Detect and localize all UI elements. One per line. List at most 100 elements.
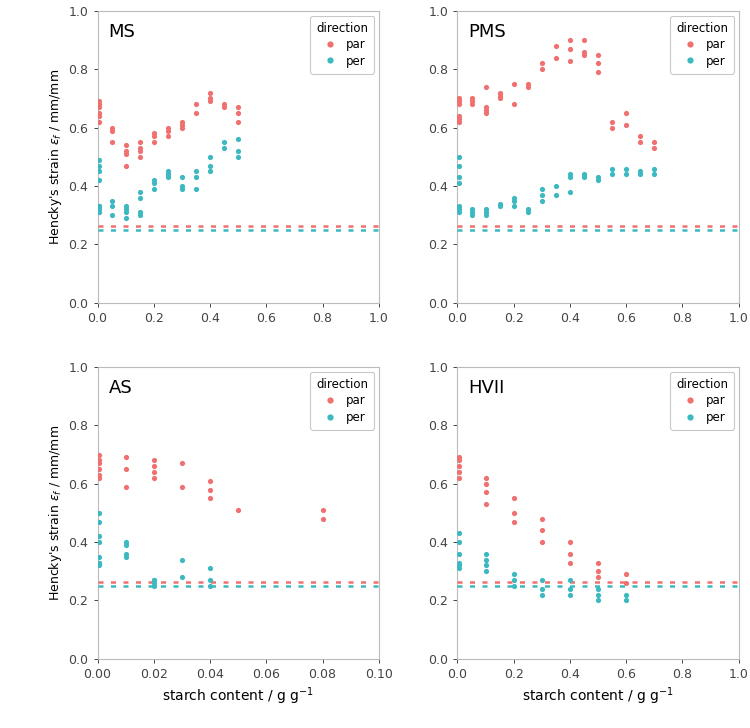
Point: [106, 124, 118, 136]
Point: [479, 499, 491, 510]
Point: [232, 151, 244, 162]
Point: [508, 516, 520, 528]
Point: [93, 557, 105, 569]
Point: [453, 454, 465, 466]
Point: [453, 95, 465, 107]
Point: [508, 201, 520, 213]
Point: [592, 595, 604, 606]
Point: [508, 98, 520, 110]
Point: [620, 589, 632, 601]
Point: [453, 557, 465, 569]
Point: [204, 574, 216, 586]
Y-axis label: Hencky's strain $\epsilon_f$ / mm/mm: Hencky's strain $\epsilon_f$ / mm/mm: [47, 68, 64, 245]
Point: [93, 165, 105, 177]
Point: [453, 151, 465, 162]
Point: [578, 172, 590, 183]
Point: [93, 537, 105, 548]
Point: [592, 58, 604, 69]
Point: [176, 181, 188, 192]
Point: [218, 142, 230, 154]
X-axis label: starch content / g g$^{-1}$: starch content / g g$^{-1}$: [162, 685, 314, 707]
Point: [204, 165, 216, 177]
Point: [578, 34, 590, 46]
Point: [620, 577, 632, 589]
Point: [494, 198, 506, 210]
Point: [148, 574, 160, 586]
Point: [453, 172, 465, 183]
Point: [93, 110, 105, 122]
Point: [148, 466, 160, 478]
Point: [522, 81, 534, 92]
Point: [119, 539, 132, 551]
Point: [453, 178, 465, 189]
Point: [508, 493, 520, 505]
Point: [564, 55, 576, 66]
Point: [93, 457, 105, 469]
Point: [148, 127, 160, 139]
Point: [479, 81, 491, 92]
Point: [453, 207, 465, 218]
Point: [634, 165, 646, 177]
Point: [536, 513, 548, 525]
Text: MS: MS: [109, 23, 136, 41]
Point: [453, 460, 465, 472]
Point: [479, 104, 491, 116]
Point: [134, 207, 146, 218]
Point: [479, 107, 491, 119]
Point: [119, 463, 132, 475]
Point: [536, 589, 548, 601]
Point: [162, 172, 174, 183]
Point: [93, 469, 105, 480]
Point: [232, 101, 244, 113]
Point: [453, 537, 465, 548]
Point: [564, 169, 576, 181]
Y-axis label: Hencky's strain $\epsilon_f$ / mm/mm: Hencky's strain $\epsilon_f$ / mm/mm: [47, 425, 64, 601]
Point: [134, 210, 146, 221]
Point: [162, 122, 174, 133]
Point: [592, 557, 604, 569]
Point: [564, 43, 576, 55]
Point: [620, 119, 632, 130]
Point: [176, 554, 188, 566]
Point: [550, 189, 562, 201]
Point: [190, 165, 202, 177]
Point: [453, 201, 465, 213]
Point: [176, 122, 188, 133]
Point: [453, 472, 465, 483]
Point: [204, 563, 216, 574]
Point: [106, 136, 118, 148]
Point: [119, 207, 132, 218]
Point: [479, 210, 491, 221]
Point: [536, 183, 548, 195]
Point: [453, 528, 465, 539]
Point: [536, 63, 548, 75]
Point: [564, 34, 576, 46]
Point: [648, 142, 660, 154]
Point: [204, 483, 216, 495]
Point: [578, 49, 590, 60]
Point: [453, 451, 465, 463]
Point: [218, 98, 230, 110]
Point: [134, 136, 146, 148]
Point: [606, 122, 618, 133]
Point: [204, 475, 216, 486]
Point: [204, 580, 216, 592]
Point: [162, 165, 174, 177]
Point: [176, 172, 188, 183]
Point: [550, 181, 562, 192]
Point: [606, 162, 618, 174]
Point: [606, 116, 618, 127]
Point: [453, 466, 465, 478]
Point: [119, 148, 132, 159]
Point: [606, 169, 618, 181]
Point: [190, 107, 202, 119]
Point: [218, 136, 230, 148]
Legend: par, per: par, per: [670, 15, 734, 74]
Point: [479, 486, 491, 498]
Point: [466, 92, 478, 104]
Point: [134, 186, 146, 198]
Point: [93, 159, 105, 171]
Point: [453, 204, 465, 215]
Point: [93, 516, 105, 528]
Point: [93, 154, 105, 165]
